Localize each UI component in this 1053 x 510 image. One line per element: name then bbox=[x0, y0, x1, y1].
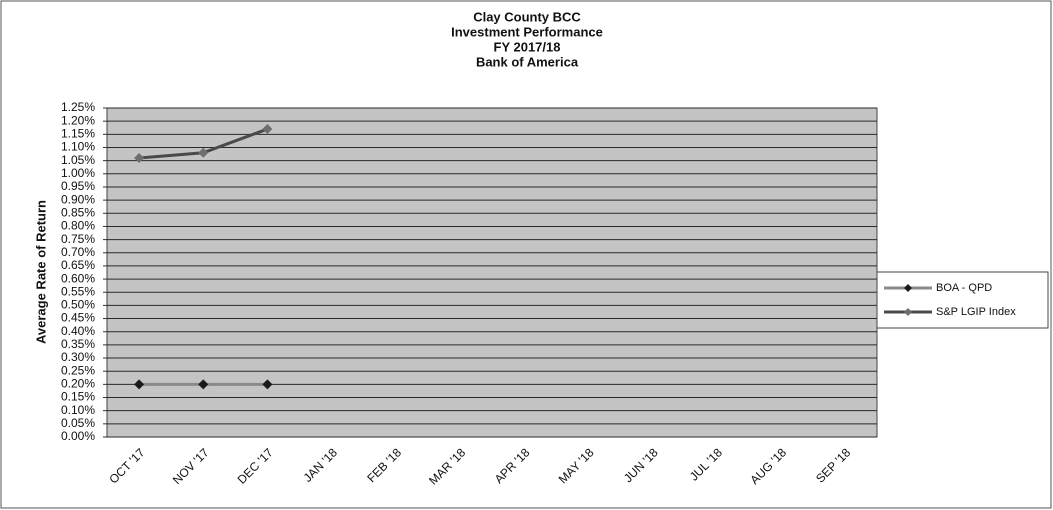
y-tick-label: 0.15% bbox=[61, 390, 95, 404]
y-axis-label: Average Rate of Return bbox=[33, 200, 48, 344]
y-tick-label: 0.30% bbox=[61, 350, 95, 364]
series-marker bbox=[262, 379, 273, 390]
y-tick-label: 0.05% bbox=[61, 416, 95, 430]
series-marker bbox=[198, 379, 209, 390]
y-tick-label: 1.15% bbox=[61, 126, 95, 140]
chart-title: FY 2017/18 bbox=[494, 39, 561, 54]
y-tick-label: 0.75% bbox=[61, 232, 95, 246]
legend-marker bbox=[904, 308, 912, 316]
y-tick-label: 1.05% bbox=[61, 153, 95, 167]
y-tick-label: 0.95% bbox=[61, 179, 95, 193]
y-tick-label: 0.20% bbox=[61, 377, 95, 391]
y-tick-label: 0.90% bbox=[61, 192, 95, 206]
legend-label: BOA - QPD bbox=[936, 282, 992, 294]
series-marker bbox=[134, 153, 145, 164]
y-tick-label: 1.10% bbox=[61, 140, 95, 154]
plot-area bbox=[106, 107, 878, 438]
y-tick-label: 0.40% bbox=[61, 324, 95, 338]
legend-marker bbox=[904, 284, 912, 292]
y-tick-label: 0.70% bbox=[61, 245, 95, 259]
chart-title: Clay County BCC bbox=[473, 9, 581, 24]
y-tick-label: 0.00% bbox=[61, 429, 95, 443]
y-tick-label: 1.25% bbox=[61, 100, 95, 114]
y-tick-label: 0.35% bbox=[61, 337, 95, 351]
y-tick-label: 1.20% bbox=[61, 113, 95, 127]
series-marker bbox=[134, 379, 145, 390]
y-tick-label: 0.45% bbox=[61, 311, 95, 325]
y-tick-label: 1.00% bbox=[61, 166, 95, 180]
legend-label: S&P LGIP Index bbox=[936, 306, 1016, 318]
y-tick-label: 0.10% bbox=[61, 403, 95, 417]
chart-title: Bank of America bbox=[476, 54, 579, 69]
series-marker bbox=[262, 124, 273, 135]
y-tick-label: 0.80% bbox=[61, 219, 95, 233]
y-tick-label: 0.85% bbox=[61, 205, 95, 219]
y-tick-label: 0.55% bbox=[61, 284, 95, 298]
chart-title: Investment Performance bbox=[451, 24, 603, 39]
y-tick-label: 0.25% bbox=[61, 363, 95, 377]
y-tick-label: 0.50% bbox=[61, 298, 95, 312]
series-marker bbox=[198, 147, 209, 158]
y-tick-label: 0.65% bbox=[61, 258, 95, 272]
y-tick-label: 0.60% bbox=[61, 271, 95, 285]
legend bbox=[876, 271, 1049, 329]
